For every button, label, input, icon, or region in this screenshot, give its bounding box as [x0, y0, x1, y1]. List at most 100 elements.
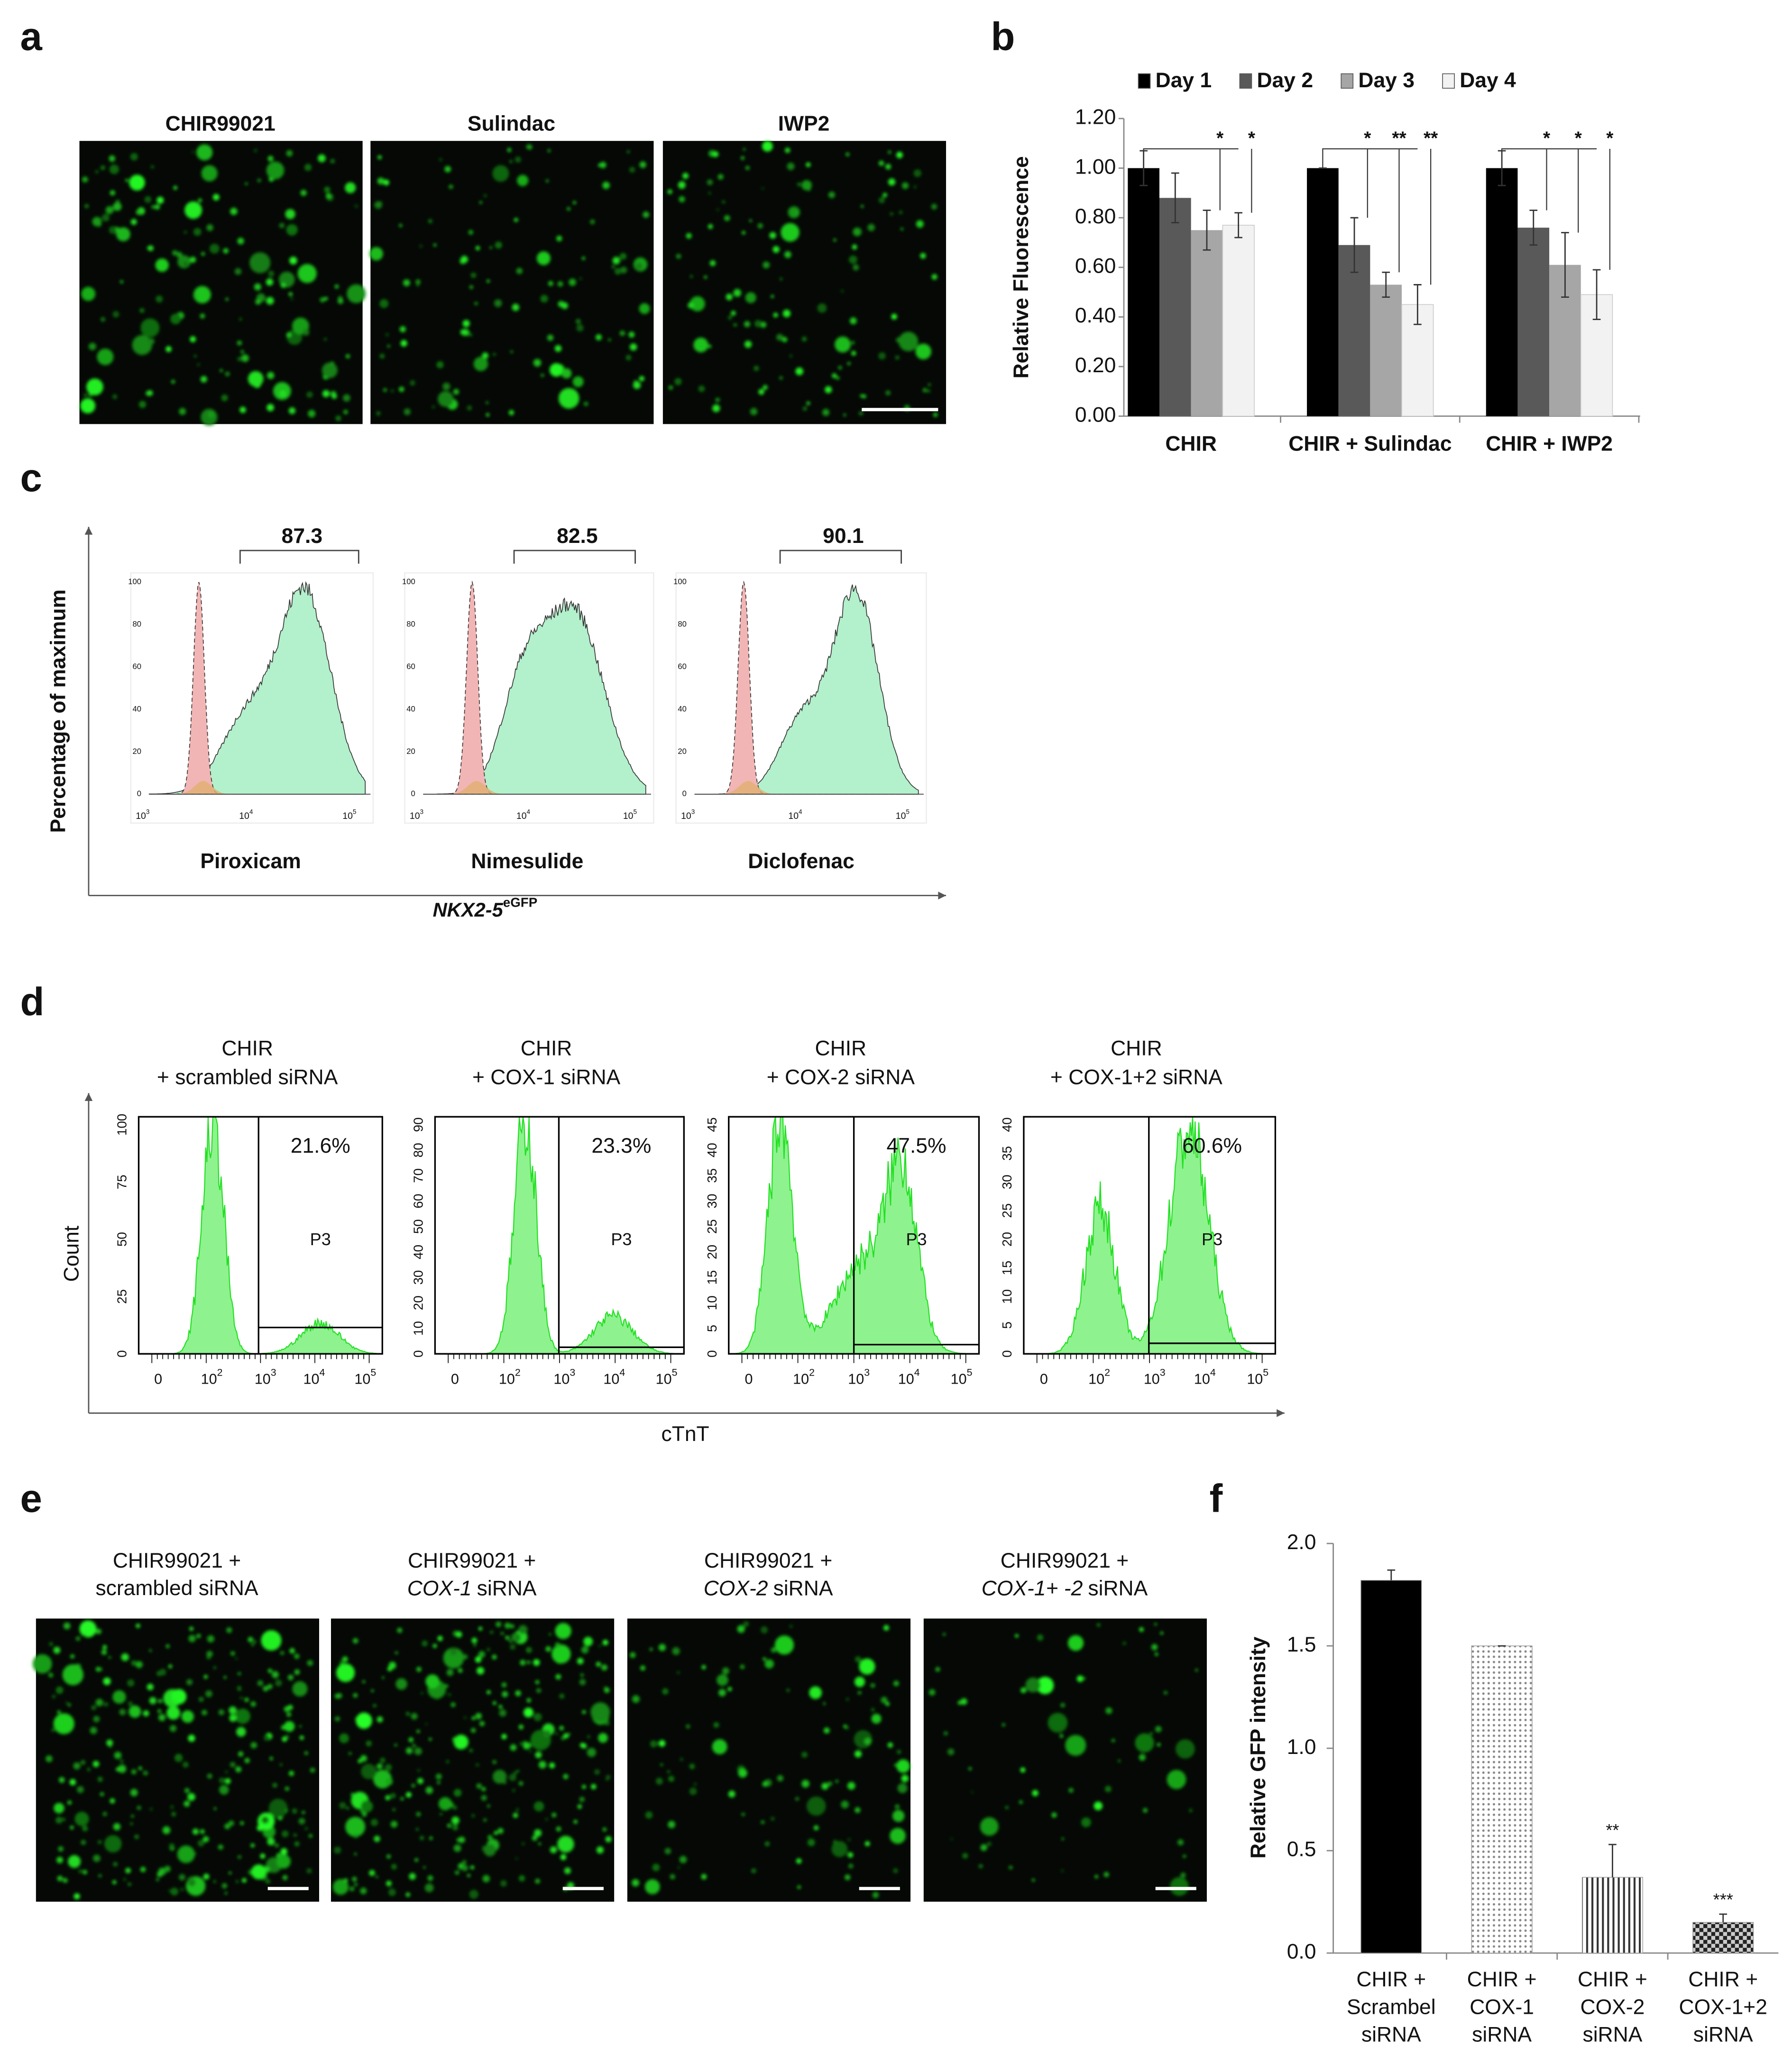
cell	[634, 380, 637, 384]
cell	[496, 1621, 502, 1627]
cell	[308, 410, 316, 418]
x-tick-label: CHIR +	[1688, 1968, 1758, 1991]
cell	[342, 1656, 348, 1662]
cell	[743, 148, 746, 151]
bar	[1307, 168, 1339, 416]
cell	[682, 173, 689, 179]
cell	[774, 1635, 794, 1655]
cell	[527, 1661, 531, 1664]
plot-frame	[675, 572, 927, 824]
cell	[707, 179, 713, 185]
cell	[848, 1863, 854, 1869]
cell	[446, 1760, 449, 1763]
cell	[709, 260, 716, 266]
cell	[59, 1777, 65, 1783]
cell	[257, 1680, 263, 1686]
x-tick-label: 103	[136, 808, 149, 821]
cell	[225, 1892, 227, 1895]
cell	[125, 1868, 131, 1873]
cell	[1032, 1790, 1038, 1797]
cell	[728, 1790, 735, 1798]
gate-value: 87.3	[282, 524, 322, 548]
cell	[475, 1656, 482, 1663]
cell	[128, 1701, 133, 1707]
gate-percent: 23.3%	[591, 1134, 651, 1157]
cell	[166, 1706, 180, 1720]
cell	[100, 165, 105, 171]
cell	[289, 1648, 295, 1654]
cell	[1061, 1870, 1064, 1872]
cell	[345, 182, 356, 193]
cell	[462, 320, 470, 327]
cell	[193, 286, 211, 303]
tick-exp: 3	[1160, 1367, 1166, 1378]
cell	[414, 1858, 418, 1862]
cell	[335, 415, 341, 422]
cell	[332, 1879, 349, 1895]
y-tick-label: 0.40	[1075, 304, 1116, 327]
cell	[1061, 1837, 1064, 1840]
cell	[196, 1634, 201, 1638]
cell	[806, 401, 810, 405]
cell	[853, 264, 859, 271]
cell	[549, 1633, 551, 1636]
cell	[49, 1642, 53, 1646]
cells	[667, 141, 938, 417]
cell	[678, 181, 686, 189]
cell	[598, 163, 602, 167]
cell	[358, 1759, 362, 1763]
cell	[890, 212, 894, 216]
cell	[628, 331, 635, 338]
cell	[303, 329, 310, 336]
cell	[475, 1713, 482, 1720]
cell	[717, 174, 724, 180]
cell	[425, 1674, 440, 1689]
cell	[899, 211, 903, 214]
cell	[397, 1627, 403, 1633]
x-tick-label: 103	[1144, 1367, 1166, 1387]
cell	[416, 1667, 422, 1672]
cell	[266, 161, 285, 180]
y-tick-label: 40	[411, 1245, 425, 1259]
cell	[817, 303, 827, 313]
tick-base: 10	[656, 1371, 672, 1387]
x-label-sup: eGFP	[503, 895, 538, 910]
cell	[97, 349, 114, 366]
cell	[533, 1801, 544, 1812]
cell	[264, 1735, 270, 1741]
cell	[549, 363, 563, 377]
cell	[125, 178, 129, 182]
cell	[241, 354, 249, 362]
gate-percent: 47.5%	[887, 1134, 947, 1157]
overlap	[149, 781, 366, 794]
cell	[229, 1714, 237, 1722]
cell	[459, 1836, 465, 1843]
cell	[1103, 1872, 1109, 1877]
cell	[214, 1807, 217, 1810]
cell	[221, 1883, 228, 1889]
cell	[867, 224, 875, 231]
cell	[780, 278, 782, 280]
cell	[582, 1710, 586, 1714]
cell	[509, 1773, 516, 1781]
cell	[891, 313, 897, 320]
cell	[439, 158, 442, 161]
cell	[131, 1815, 134, 1818]
bar	[1338, 245, 1370, 416]
cell	[763, 261, 770, 269]
cell	[632, 1879, 640, 1887]
cell	[861, 205, 864, 208]
tick-base: 10	[553, 1371, 570, 1387]
cell	[114, 1752, 122, 1759]
x-tick-label: 105	[342, 808, 356, 821]
cell	[53, 1713, 74, 1735]
cell	[224, 1823, 230, 1829]
cell	[689, 1787, 697, 1795]
cell	[377, 155, 382, 159]
y-tick-label: 60	[133, 662, 142, 671]
tick-base: 0	[1040, 1371, 1048, 1387]
cell	[58, 1846, 64, 1852]
cell	[827, 1781, 832, 1786]
cell	[523, 1742, 531, 1750]
cell	[438, 391, 454, 407]
